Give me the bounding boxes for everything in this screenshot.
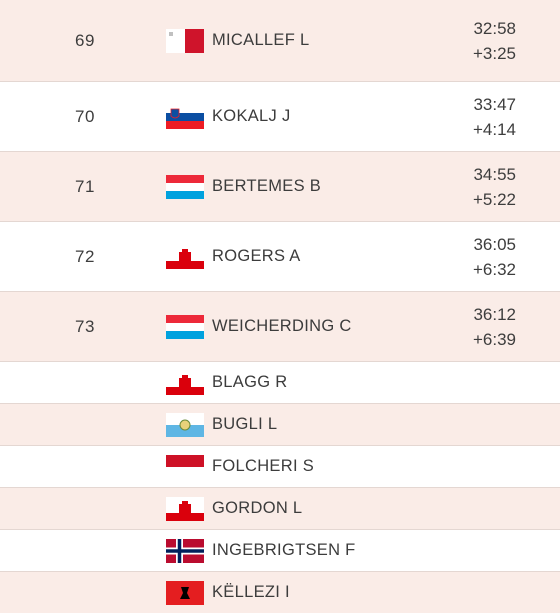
gibraltar-flag-icon — [166, 496, 204, 521]
finish-time: 32:58 — [473, 18, 516, 38]
rank: 71 — [75, 176, 95, 196]
slovenia-flag-icon — [166, 104, 204, 129]
finish-time: 33:47 — [473, 94, 516, 114]
athlete-name: GORDON L — [212, 499, 303, 517]
time-block: 34:55 +5:22 — [473, 162, 516, 212]
time-block: 36:05 +6:32 — [473, 232, 516, 282]
result-row[interactable]: 72 ROGERS A 36:05 +6:32 — [0, 221, 560, 291]
athlete-name: KËLLEZI I — [212, 583, 290, 601]
result-row[interactable]: 70 KOKALJ J 33:47 +4:14 — [0, 81, 560, 151]
rank: 72 — [75, 246, 95, 266]
rank: 73 — [75, 316, 95, 336]
athlete-name: BERTEMES B — [212, 177, 322, 195]
gibraltar-flag-icon — [166, 370, 204, 395]
result-row[interactable]: 73 WEICHERDING C 36:12 +6:39 — [0, 291, 560, 361]
time-gap: +6:32 — [472, 259, 516, 279]
rank: 69 — [75, 30, 95, 50]
rank: 70 — [75, 106, 95, 126]
result-row[interactable]: 69 MICALLEF L 32:58 +3:25 — [0, 0, 560, 81]
athlete-name: KOKALJ J — [212, 107, 291, 125]
time-block: 32:58 +3:25 — [473, 16, 516, 66]
finish-time: 34:55 — [473, 164, 516, 184]
result-row[interactable]: INGEBRIGTSEN F — [0, 529, 560, 571]
result-row[interactable]: 71 BERTEMES B 34:55 +5:22 — [0, 151, 560, 221]
athlete-name: WEICHERDING C — [212, 317, 352, 335]
monaco-flag-icon — [166, 454, 204, 479]
luxembourg-flag-icon — [166, 174, 204, 199]
gibraltar-flag-icon — [166, 244, 204, 269]
malta-flag-icon — [166, 28, 204, 53]
athlete-name: BLAGG R — [212, 373, 288, 391]
albania-flag-icon — [166, 580, 204, 605]
time-gap: +3:25 — [472, 43, 516, 63]
finish-time: 36:05 — [473, 234, 516, 254]
athlete-name: BUGLI L — [212, 415, 278, 433]
time-block: 33:47 +4:14 — [473, 92, 516, 142]
san-marino-flag-icon — [166, 412, 204, 437]
result-row[interactable]: GORDON L — [0, 487, 560, 529]
athlete-name: INGEBRIGTSEN F — [212, 541, 356, 559]
time-gap: +6:39 — [472, 329, 516, 349]
finish-time: 36:12 — [473, 304, 516, 324]
athlete-name: ROGERS A — [212, 247, 301, 265]
result-row[interactable]: FOLCHERI S — [0, 445, 560, 487]
luxembourg-flag-icon — [166, 314, 204, 339]
norway-flag-icon — [166, 538, 204, 563]
time-gap: +5:22 — [472, 189, 516, 209]
result-row[interactable]: KËLLEZI I — [0, 571, 560, 613]
athlete-name: MICALLEF L — [212, 31, 310, 49]
result-row[interactable]: BLAGG R — [0, 361, 560, 403]
athlete-name: FOLCHERI S — [212, 457, 315, 475]
time-gap: +4:14 — [472, 119, 516, 139]
result-row[interactable]: BUGLI L — [0, 403, 560, 445]
time-block: 36:12 +6:39 — [473, 302, 516, 352]
